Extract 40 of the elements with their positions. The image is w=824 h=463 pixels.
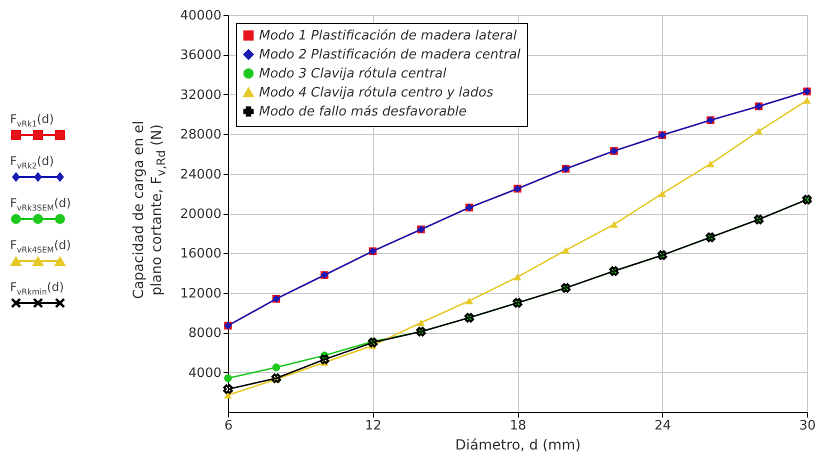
- legend-label: Modo 3 Clavija rótula central: [259, 66, 447, 82]
- text: F$_{vRk1}$(d): [10, 112, 55, 128]
- y-tick-label: 28000: [180, 128, 222, 143]
- point: [754, 128, 763, 134]
- y-tick-label: 40000: [180, 8, 222, 24]
- point: [417, 319, 425, 326]
- y-tick-label: 12000: [180, 286, 222, 302]
- y-tick-label: 32000: [180, 88, 222, 103]
- legend-label: Modo 4 Clavija rótula centro y lados: [259, 86, 494, 100]
- x-tick-label: 30: [799, 418, 816, 434]
- legend-label: Modo de fallo más desfavorable: [259, 104, 467, 120]
- point: [272, 363, 280, 372]
- y-tick-label: 8000: [188, 326, 222, 342]
- x-tick-label: 24: [654, 418, 672, 434]
- point: [562, 246, 570, 254]
- point: [610, 221, 618, 228]
- point: [271, 373, 282, 384]
- point: [514, 274, 522, 280]
- point: [223, 384, 233, 394]
- y-tick-label: 36000: [180, 48, 222, 64]
- text: F$_{vRk2}$(d): [10, 154, 55, 170]
- text: F$_{vRk3SEM}$(d): [10, 196, 71, 212]
- legend-label: Modo 1 Plastificación de madera lateral: [259, 28, 518, 44]
- x-tick-label: 18: [510, 418, 526, 434]
- text: F$_{vRk4SEM}$(d): [10, 238, 71, 254]
- text: F$_{vRkmin}$(d): [10, 280, 65, 296]
- point: [224, 374, 232, 382]
- x-tick-label: 6: [224, 418, 233, 434]
- y-tick-label: 4000: [188, 366, 222, 381]
- point: [465, 297, 474, 304]
- point: [803, 97, 811, 104]
- y-tick-label: 16000: [180, 246, 222, 262]
- legend-label: Modo 2 Plastificación de madera central: [259, 48, 521, 62]
- y-tick-label: 20000: [180, 207, 222, 222]
- point: [706, 160, 714, 168]
- x-tick-label: 12: [364, 418, 382, 434]
- point: [320, 354, 330, 364]
- x-axis-title: Diámetro, d (mm): [455, 438, 581, 454]
- point: [658, 190, 666, 198]
- y-tick-label: 24000: [180, 167, 222, 182]
